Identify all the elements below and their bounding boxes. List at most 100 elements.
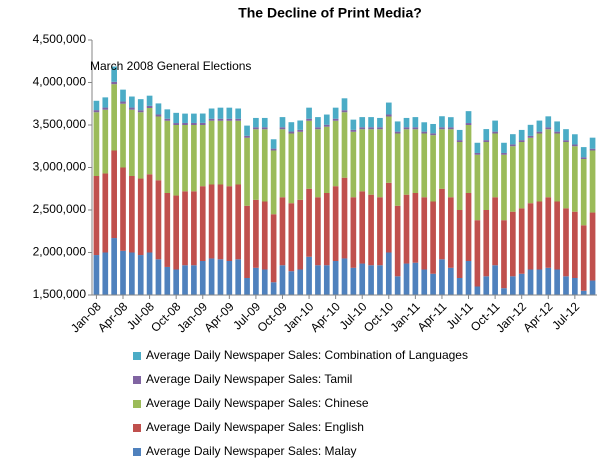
- bar-segment: [208, 108, 215, 119]
- bar-segment: [332, 107, 339, 119]
- bar-segment: [456, 129, 463, 141]
- bar-segment: [270, 150, 277, 215]
- bar-segment: [492, 265, 498, 295]
- bar-segment: [226, 261, 233, 295]
- bar-segment: [208, 258, 215, 295]
- bar-segment: [261, 269, 268, 295]
- bar-segment: [492, 197, 498, 266]
- legend-label: Average Daily Newspaper Sales: Malay: [146, 444, 357, 458]
- bar-segment: [509, 211, 516, 277]
- bar-segment: [465, 111, 472, 124]
- bar-segment: [137, 99, 144, 111]
- bar-segment: [208, 118, 215, 121]
- bar-segment: [323, 193, 330, 266]
- bar-segment: [403, 194, 410, 264]
- bar-segment: [580, 159, 587, 226]
- bar-segment: [341, 110, 348, 113]
- bar-segment: [554, 121, 560, 132]
- bar-segment: [430, 201, 436, 274]
- bar-segment: [253, 127, 259, 130]
- chart-title: The Decline of Print Media?: [238, 5, 422, 21]
- bar-segment: [545, 116, 552, 128]
- bar-segment: [359, 263, 366, 295]
- bar-segment: [315, 127, 321, 130]
- bar-segment: [377, 197, 383, 266]
- bar-segment: [93, 112, 100, 176]
- bar-segment: [235, 120, 242, 185]
- bar-segment: [421, 133, 428, 198]
- bar-segment: [102, 173, 109, 253]
- bar-segment: [580, 290, 587, 295]
- bar-segment: [492, 131, 498, 134]
- y-tick-label: 2,500,000: [33, 202, 87, 216]
- bar-segment: [563, 140, 569, 142]
- y-tick-label: 4,500,000: [33, 32, 87, 46]
- bar-segment: [430, 123, 436, 134]
- bar-segment: [527, 137, 534, 204]
- bar-segment: [492, 120, 498, 132]
- bar-segment: [288, 122, 295, 132]
- bar-segment: [368, 129, 374, 195]
- bar-segment: [377, 129, 383, 198]
- bar-segment: [270, 148, 277, 151]
- bar-segment: [332, 186, 339, 261]
- bar-segment: [297, 199, 304, 270]
- bar-segment: [563, 276, 569, 295]
- bar-segment: [350, 131, 357, 198]
- bar-segment: [199, 261, 206, 295]
- bar-segment: [350, 267, 357, 295]
- bar-segment: [315, 197, 321, 266]
- bar-segment: [261, 127, 268, 130]
- bar-segment: [279, 265, 286, 295]
- bar-segment: [199, 125, 206, 187]
- bar-segment: [572, 278, 578, 295]
- legend-swatch: [133, 352, 141, 360]
- bar-segment: [465, 193, 472, 261]
- bar-segment: [288, 271, 295, 295]
- x-tick-label: Apr-08: [95, 299, 131, 335]
- bar-segment: [199, 113, 206, 123]
- bar-segment: [217, 118, 224, 121]
- bar-segment: [377, 117, 383, 128]
- bar-segment: [288, 203, 295, 272]
- bar-segment: [191, 122, 197, 125]
- bar-segment: [288, 131, 295, 134]
- bar-segment: [501, 152, 507, 155]
- bar-segment: [297, 129, 304, 132]
- bar-segment: [518, 208, 525, 274]
- bar-segment: [394, 205, 401, 277]
- bar-segment: [182, 125, 188, 192]
- bar-segment: [412, 127, 419, 130]
- bar-segment: [394, 121, 401, 132]
- bar-segment: [545, 127, 552, 130]
- bar-segment: [120, 167, 126, 251]
- bar-segment: [102, 109, 109, 174]
- bar-segment: [385, 102, 392, 115]
- bar-segment: [164, 266, 171, 295]
- bar-segment: [536, 120, 543, 132]
- bar-segment: [155, 259, 162, 295]
- bar-segment: [580, 147, 587, 158]
- bar-segment: [226, 107, 233, 119]
- x-tick-label: Jan-11: [388, 299, 423, 334]
- y-tick-label: 3,500,000: [33, 117, 87, 131]
- x-tick-label: Apr-12: [520, 299, 556, 335]
- bar-segment: [244, 137, 250, 206]
- bar-segment: [199, 122, 206, 125]
- legend-label: Average Daily Newspaper Sales: English: [146, 420, 364, 434]
- bar-segment: [509, 144, 516, 147]
- bar-segment: [93, 110, 100, 113]
- bar-segment: [518, 129, 525, 141]
- bar-segment: [483, 140, 490, 142]
- bar-segment: [208, 184, 215, 259]
- bar-segment: [403, 129, 410, 195]
- bar-segment: [332, 120, 339, 187]
- bar-segment: [545, 197, 552, 268]
- y-tick-label: 2,000,000: [33, 245, 87, 259]
- bar-segment: [323, 124, 330, 127]
- legend-label: Average Daily Newspaper Sales: Tamil: [146, 372, 352, 386]
- bar-segment: [244, 135, 250, 138]
- bar-segment: [129, 96, 135, 108]
- bar-segment: [182, 113, 188, 123]
